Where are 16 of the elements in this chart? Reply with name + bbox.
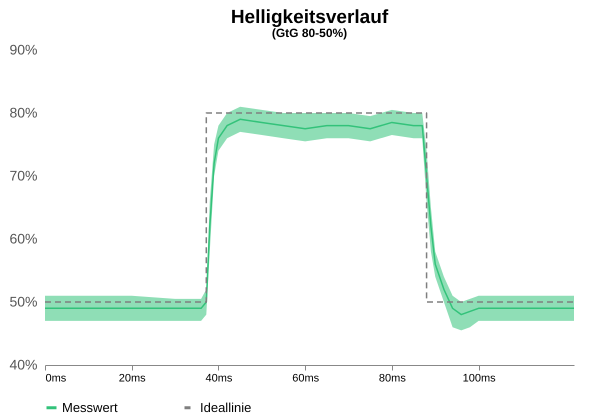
legend-label: Ideallinie [200,400,252,415]
x-tick-label: 100ms [462,372,496,384]
chart-subtitle: (GtG 80-50%) [272,26,348,40]
x-tick-label: 40ms [205,372,233,384]
y-tick-label: 50% [9,294,38,310]
legend-label: Messwert [62,400,118,415]
chart-title: Helligkeitsverlauf [230,7,389,28]
y-tick-label: 70% [9,168,38,184]
x-tick-label: 20ms [118,372,146,384]
y-tick-label: 80% [9,104,38,120]
y-tick-label: 90% [9,42,38,58]
x-tick-label: 0ms [46,372,67,384]
x-tick-label: 60ms [292,372,320,384]
y-tick-label: 60% [9,230,38,246]
x-tick-label: 80ms [378,372,406,384]
y-tick-label: 40% [9,356,38,372]
